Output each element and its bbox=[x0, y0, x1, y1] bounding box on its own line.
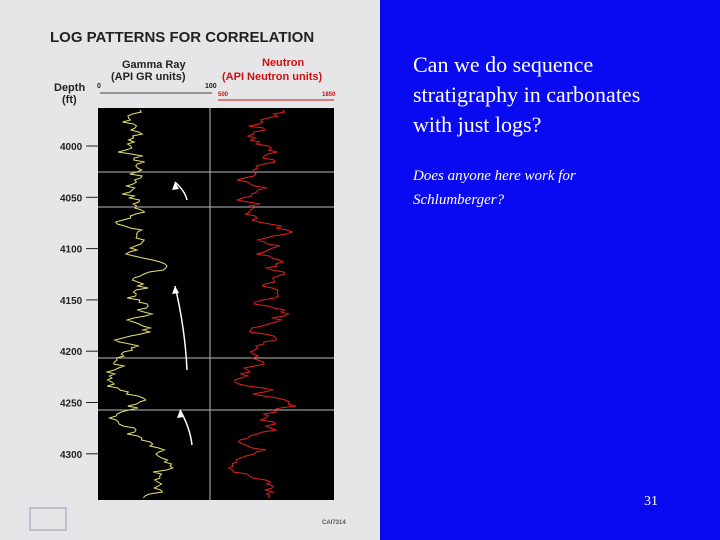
depth-labels: 4000 4050 4100 4150 4200 4250 4300 bbox=[60, 142, 98, 461]
arrow-head bbox=[177, 410, 184, 418]
neutron-units: (API Neutron units) bbox=[222, 71, 323, 83]
depth-label: 4150 bbox=[60, 296, 83, 307]
arrow-head bbox=[172, 286, 179, 294]
gamma-scale-min: 0 bbox=[97, 83, 101, 90]
depth-label: 4300 bbox=[60, 450, 83, 461]
depth-label: 4000 bbox=[60, 142, 83, 153]
gamma-scale-max: 100 bbox=[205, 83, 217, 90]
depth-label: 4200 bbox=[60, 347, 83, 358]
depth-label: (ft) bbox=[62, 94, 77, 106]
depth-label: 4250 bbox=[60, 399, 83, 410]
log-curves bbox=[105, 109, 297, 499]
depth-label: 4050 bbox=[60, 193, 83, 204]
logo bbox=[29, 507, 67, 531]
neutron-scale-min: 500 bbox=[218, 92, 229, 98]
gamma-name: Gamma Ray bbox=[122, 59, 186, 71]
gamma-units: (API GR units) bbox=[111, 71, 186, 83]
trend-arrow bbox=[174, 285, 188, 371]
depth-label: Depth bbox=[54, 82, 85, 94]
question-text: Can we do sequence stratigraphy in carbo… bbox=[413, 52, 641, 137]
arrow-head bbox=[172, 182, 179, 190]
log-trace bbox=[227, 109, 297, 499]
depth-label: 4100 bbox=[60, 245, 83, 256]
page-number: 31 bbox=[644, 494, 658, 509]
aside-text: Does anyone here work for Schlumberger? bbox=[413, 168, 576, 208]
figure-title: LOG PATTERNS FOR CORRELATION bbox=[50, 29, 314, 46]
log-trace bbox=[105, 109, 174, 499]
log-panel bbox=[98, 108, 334, 500]
neutron-scale-max: 1850 bbox=[322, 92, 336, 98]
trend-arrow bbox=[174, 181, 188, 201]
log-figure: LOG PATTERNS FOR CORRELATION Depth (ft) … bbox=[0, 0, 380, 540]
figure-code: CAI7314 bbox=[322, 520, 346, 526]
neutron-name: Neutron bbox=[262, 57, 304, 69]
